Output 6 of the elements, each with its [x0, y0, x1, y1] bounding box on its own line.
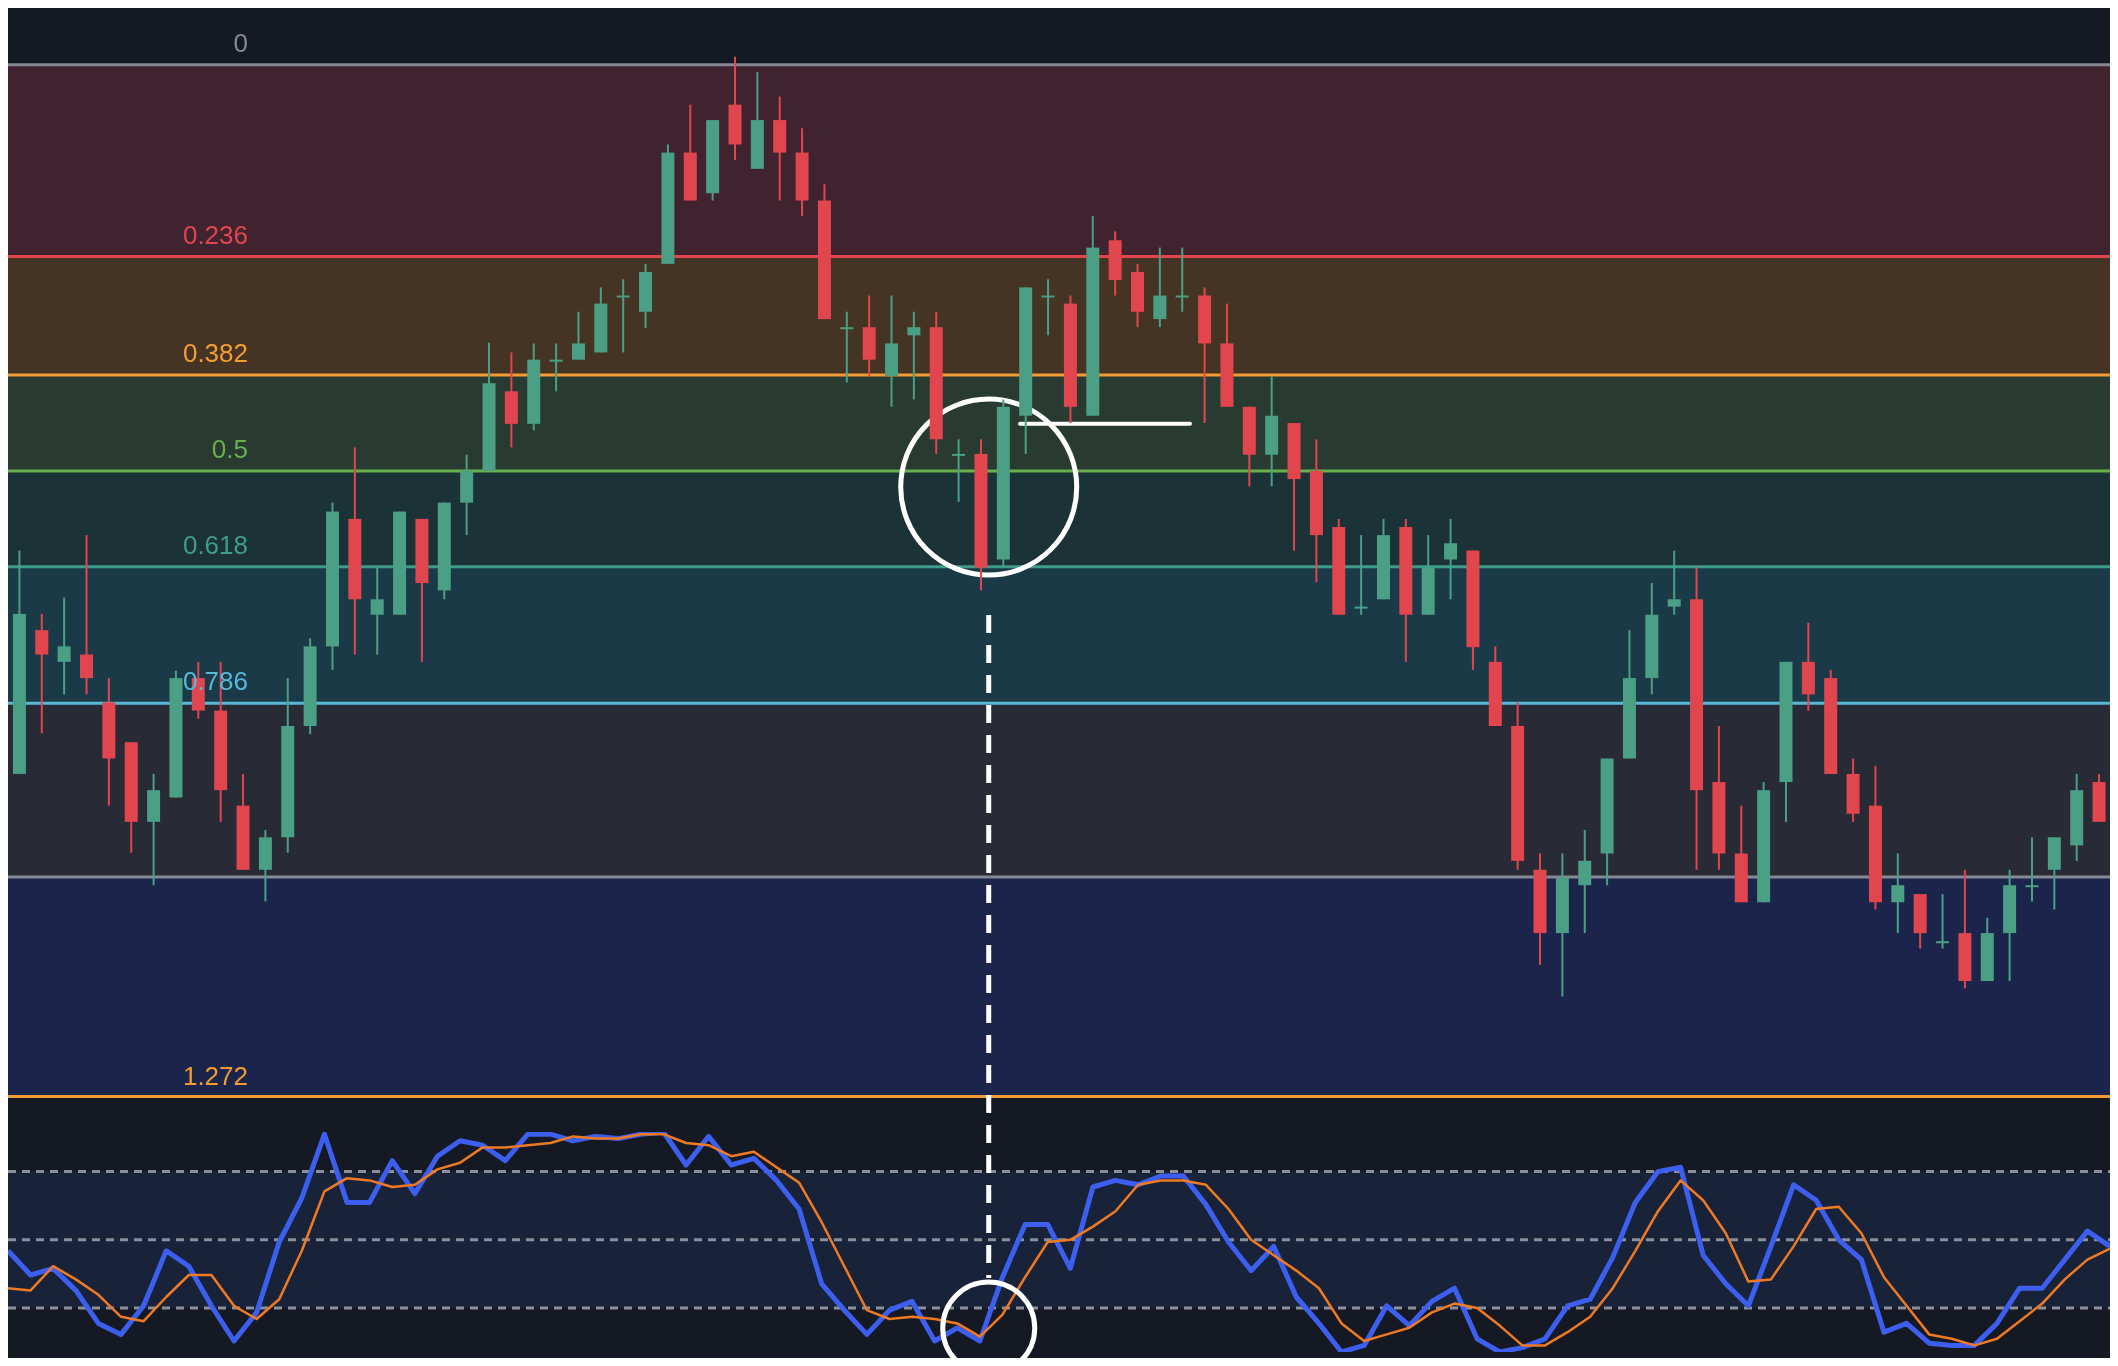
- y-tick-label: 0.618: [182, 529, 248, 560]
- y-tick-label: 0.382: [182, 338, 248, 369]
- y-tick-label: 0.5: [211, 433, 248, 464]
- y-tick-label: 1.272: [182, 1061, 248, 1091]
- y-tick-label: 0.236: [182, 219, 248, 250]
- y-tick-label: 0: [233, 27, 248, 58]
